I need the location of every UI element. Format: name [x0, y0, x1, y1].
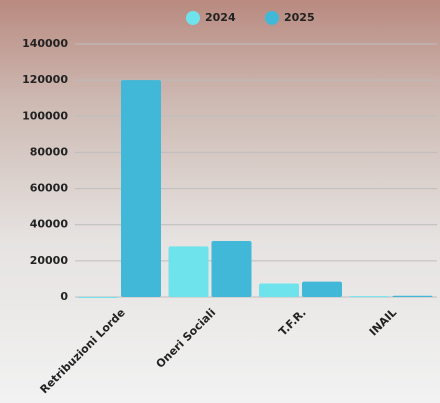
bar — [302, 282, 342, 297]
legend-label: 2024 — [205, 11, 236, 24]
legend-swatch — [186, 11, 200, 25]
y-tick-label: 40000 — [30, 218, 69, 231]
background — [0, 0, 440, 403]
y-tick-label: 140000 — [22, 37, 68, 50]
bar — [78, 297, 118, 298]
y-tick-label: 120000 — [22, 73, 68, 86]
bar — [169, 246, 209, 297]
chart: 0 20000 40000 60000 80000 100000 120000 140000 2… — [0, 0, 440, 403]
bar — [212, 241, 252, 297]
y-tick-label: 60000 — [30, 182, 69, 195]
bar — [393, 296, 433, 297]
legend-swatch — [265, 11, 279, 25]
bar — [121, 80, 161, 297]
legend-label: 2025 — [284, 11, 315, 24]
y-tick-label: 20000 — [30, 254, 69, 267]
y-tick-label: 0 — [60, 290, 68, 303]
bar — [350, 296, 390, 297]
y-tick-label: 80000 — [30, 145, 69, 158]
bar — [259, 283, 299, 297]
y-tick-label: 100000 — [22, 109, 68, 122]
